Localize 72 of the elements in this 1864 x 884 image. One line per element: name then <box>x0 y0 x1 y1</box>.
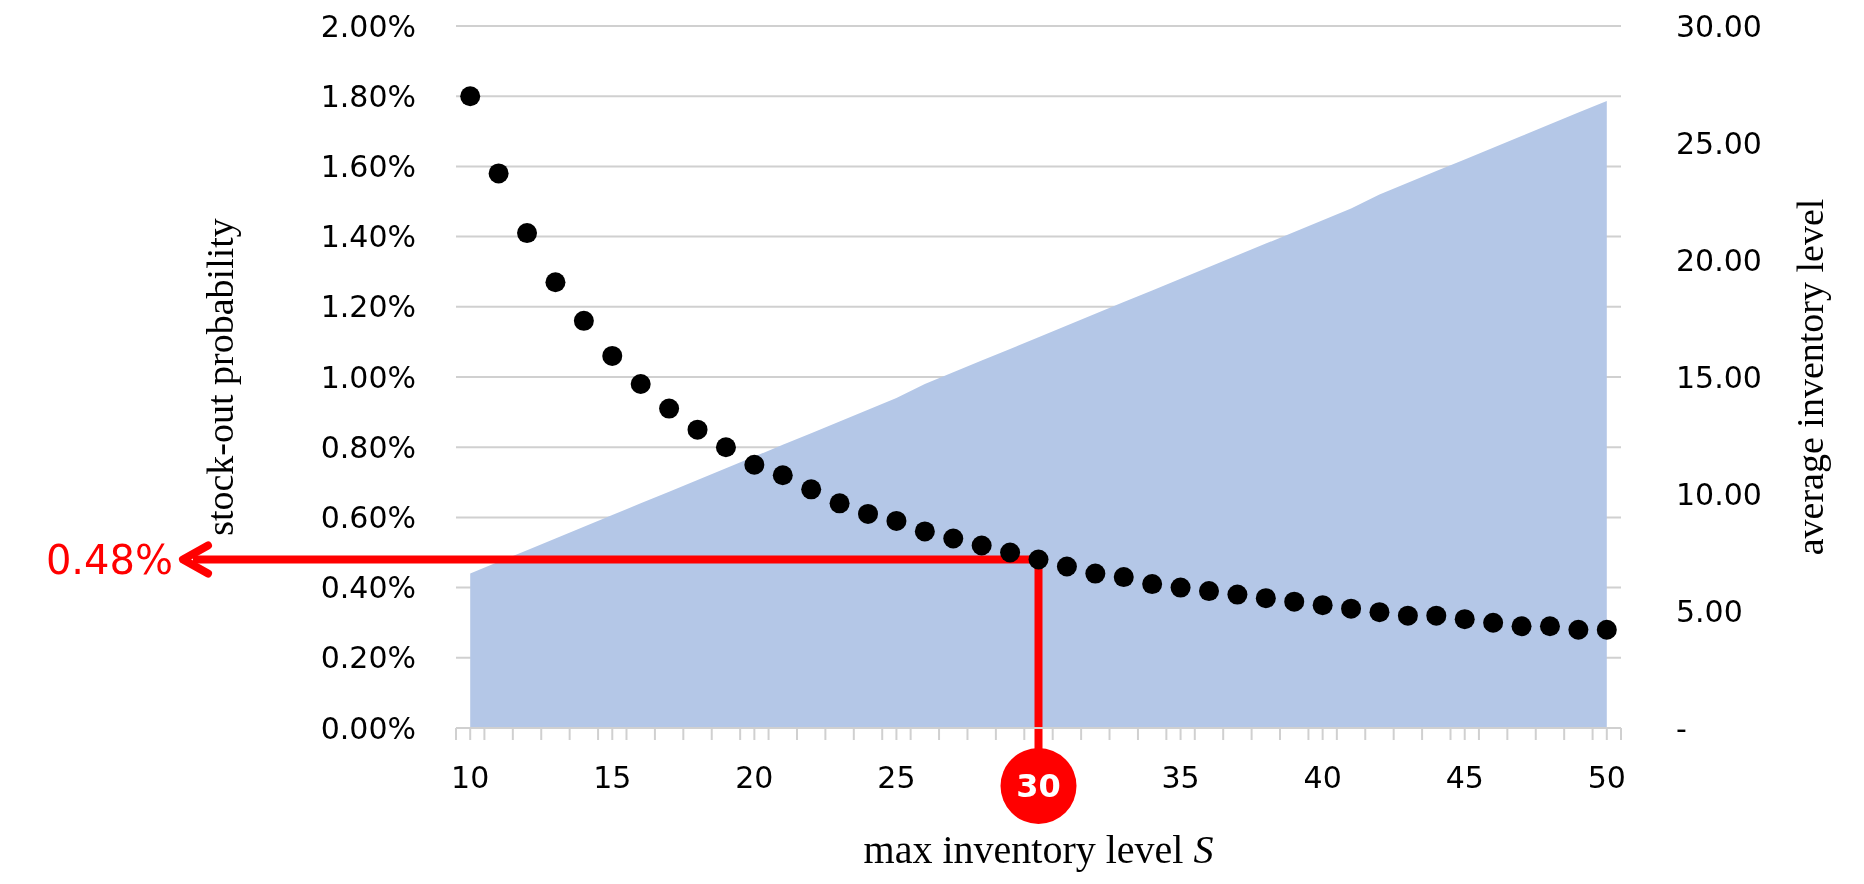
y2-tick-label: 20.00 <box>1676 242 1762 278</box>
point <box>1454 609 1475 630</box>
y2-tick-label: 30.00 <box>1676 8 1762 44</box>
point <box>744 454 765 475</box>
x-tick-label: 25 <box>877 760 916 795</box>
point <box>1539 616 1560 637</box>
point <box>1142 574 1163 595</box>
y-tick-label: 0.20% <box>320 640 416 676</box>
point <box>1198 581 1219 602</box>
point <box>1369 602 1390 623</box>
point <box>545 272 566 293</box>
y-tick-label: 1.20% <box>320 289 416 325</box>
y-tick-label: 1.00% <box>320 359 416 395</box>
y2-tick-label: 5.00 <box>1676 593 1743 629</box>
point <box>517 223 538 244</box>
point <box>659 398 680 419</box>
y-tick-label: 1.40% <box>320 219 416 255</box>
point <box>1028 549 1049 570</box>
point <box>488 163 509 184</box>
x-tick-label: 45 <box>1445 760 1484 795</box>
text: 0.48% <box>45 536 173 583</box>
y-tick-label: 0.60% <box>320 499 416 535</box>
point <box>1284 591 1305 612</box>
y2-tick-label: 10.00 <box>1676 476 1762 512</box>
x-tick-label: 40 <box>1303 760 1342 795</box>
point <box>1568 619 1589 640</box>
y2-axis-title: average inventory level <box>1789 198 1831 556</box>
point <box>687 419 708 440</box>
point <box>602 345 623 366</box>
point <box>1483 612 1504 633</box>
point <box>858 503 879 524</box>
y2-tick-label: - <box>1676 710 1687 746</box>
point <box>1255 588 1276 609</box>
y-axis-title: stock-out probability <box>199 218 241 536</box>
point <box>1397 605 1418 626</box>
point <box>1511 616 1532 637</box>
point <box>460 86 481 107</box>
point <box>1000 542 1021 563</box>
point <box>914 521 935 542</box>
point <box>772 465 793 486</box>
point <box>801 479 822 500</box>
point <box>1085 563 1106 584</box>
y-tick-label: 2.00% <box>320 8 416 44</box>
point <box>715 437 736 458</box>
x-axis-title: max inventory level S <box>863 827 1214 872</box>
point <box>886 510 907 531</box>
point <box>1426 605 1447 626</box>
point <box>1227 584 1248 605</box>
x-tick-label: 50 <box>1587 760 1626 795</box>
point <box>1056 556 1077 577</box>
point <box>971 535 992 556</box>
point <box>1341 598 1362 619</box>
y2-tick-label: 25.00 <box>1676 125 1762 161</box>
x-tick-label: 10 <box>451 760 490 795</box>
x-tick-label: 15 <box>593 760 632 795</box>
y-tick-label: 1.60% <box>320 148 416 184</box>
y-tick-label: 0.80% <box>320 429 416 465</box>
x-tick-label: 20 <box>735 760 774 795</box>
point <box>1596 619 1617 640</box>
y-tick-label: 1.80% <box>320 78 416 114</box>
point <box>573 310 594 331</box>
y2-tick-label: 15.00 <box>1676 359 1762 395</box>
point <box>829 493 850 514</box>
y-tick-label: 0.00% <box>320 710 416 746</box>
annotation: 30 <box>1016 767 1061 806</box>
x-tick-label: 35 <box>1161 760 1200 795</box>
y-tick-label: 0.40% <box>320 570 416 606</box>
point <box>943 528 964 549</box>
point <box>1170 577 1191 598</box>
point <box>630 374 651 395</box>
point <box>1113 567 1134 588</box>
point <box>1312 595 1333 616</box>
